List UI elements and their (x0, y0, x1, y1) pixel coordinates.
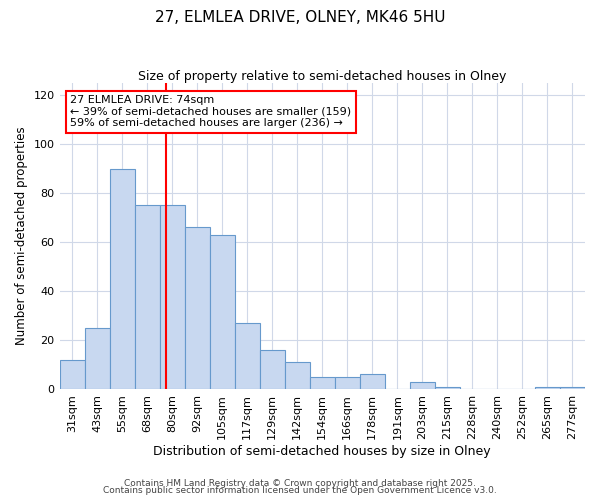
Bar (160, 206, 185, 389)
Bar (110, 168, 134, 389)
X-axis label: Distribution of semi-detached houses by size in Olney: Distribution of semi-detached houses by … (154, 444, 491, 458)
Bar (285, 362, 310, 389)
Bar (435, 386, 460, 389)
Bar (209, 235, 235, 389)
Bar (185, 228, 209, 389)
Bar (134, 206, 160, 389)
Bar (560, 386, 585, 389)
Text: Contains HM Land Registry data © Crown copyright and database right 2025.: Contains HM Land Registry data © Crown c… (124, 478, 476, 488)
Y-axis label: Number of semi-detached properties: Number of semi-detached properties (15, 126, 28, 346)
Text: 27 ELMLEA DRIVE: 74sqm
← 39% of semi-detached houses are smaller (159)
59% of se: 27 ELMLEA DRIVE: 74sqm ← 39% of semi-det… (70, 95, 351, 128)
Bar (410, 382, 435, 389)
Bar (335, 376, 360, 389)
Bar (360, 374, 385, 389)
Text: Contains public sector information licensed under the Open Government Licence v3: Contains public sector information licen… (103, 486, 497, 495)
Text: 27, ELMLEA DRIVE, OLNEY, MK46 5HU: 27, ELMLEA DRIVE, OLNEY, MK46 5HU (155, 10, 445, 25)
Bar (235, 323, 260, 389)
Bar (310, 376, 335, 389)
Bar (85, 328, 110, 389)
Bar (535, 386, 560, 389)
Title: Size of property relative to semi-detached houses in Olney: Size of property relative to semi-detach… (138, 70, 506, 83)
Bar (260, 350, 285, 389)
Bar (59, 360, 85, 389)
